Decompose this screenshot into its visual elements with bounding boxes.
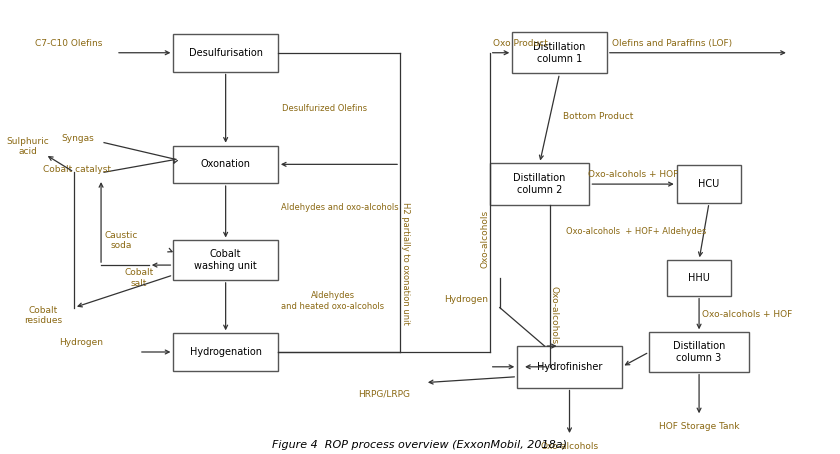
Text: Sulphuric
acid: Sulphuric acid (7, 137, 49, 156)
Text: HRPG/LRPG: HRPG/LRPG (358, 390, 410, 399)
Text: Oxo-alcohols: Oxo-alcohols (540, 442, 599, 451)
Text: Distillation
column 3: Distillation column 3 (673, 341, 725, 363)
Text: HOF Storage Tank: HOF Storage Tank (659, 422, 739, 430)
Text: Oxo-alcohols  + HOF+ Aldehydes: Oxo-alcohols + HOF+ Aldehydes (565, 227, 706, 236)
Text: Distillation
column 1: Distillation column 1 (533, 42, 585, 64)
Text: Olefins and Paraffins (LOF): Olefins and Paraffins (LOF) (612, 39, 732, 48)
Text: HHU: HHU (688, 273, 710, 283)
Text: Cobalt catalyst: Cobalt catalyst (43, 165, 111, 174)
Bar (667, 260, 732, 296)
Text: Figure 4  ROP process overview (ExxonMobil, 2018a): Figure 4 ROP process overview (ExxonMobi… (272, 440, 568, 450)
Text: Hydrofinisher: Hydrofinisher (537, 362, 602, 372)
Text: Cobalt
washing unit: Cobalt washing unit (194, 249, 257, 271)
Bar (512, 32, 606, 74)
Text: Syngas: Syngas (61, 134, 94, 143)
Text: Distillation
column 2: Distillation column 2 (513, 173, 566, 195)
Text: Cobalt
salt: Cobalt salt (124, 268, 154, 288)
Text: Hydrogen: Hydrogen (59, 338, 103, 347)
Text: C7-C10 Olefins: C7-C10 Olefins (35, 39, 102, 48)
Bar (677, 165, 742, 203)
Bar (490, 163, 590, 205)
Text: Cobalt
residues: Cobalt residues (24, 306, 62, 325)
Text: Caustic
soda: Caustic soda (104, 231, 138, 250)
Bar (173, 333, 278, 371)
Text: Bottom Product: Bottom Product (563, 112, 633, 121)
Bar (173, 241, 278, 280)
Text: Oxonation: Oxonation (201, 159, 250, 169)
Text: HCU: HCU (698, 179, 720, 189)
Bar (173, 146, 278, 183)
Bar (517, 346, 622, 388)
Text: Aldehydes and oxo-alcohols: Aldehydes and oxo-alcohols (281, 203, 399, 212)
Text: Desulfurized Olefins: Desulfurized Olefins (282, 104, 367, 113)
Text: Aldehydes
and heated oxo-alcohols: Aldehydes and heated oxo-alcohols (281, 291, 384, 311)
Text: Hydrogenation: Hydrogenation (190, 347, 261, 357)
Text: Oxo-alcohols: Oxo-alcohols (480, 210, 489, 268)
Bar (173, 34, 278, 72)
Text: Oxo Product: Oxo Product (493, 39, 548, 48)
Bar (649, 332, 749, 372)
Text: Oxo-alcohols: Oxo-alcohols (549, 286, 558, 344)
Text: Hydrogen: Hydrogen (444, 295, 488, 304)
Text: Desulfurisation: Desulfurisation (189, 48, 263, 58)
Text: H2 partially to oxonation unit: H2 partially to oxonation unit (401, 202, 410, 325)
Text: Oxo-alcohols + HOF: Oxo-alcohols + HOF (588, 170, 678, 179)
Text: Oxo-alcohols + HOF: Oxo-alcohols + HOF (702, 311, 792, 320)
